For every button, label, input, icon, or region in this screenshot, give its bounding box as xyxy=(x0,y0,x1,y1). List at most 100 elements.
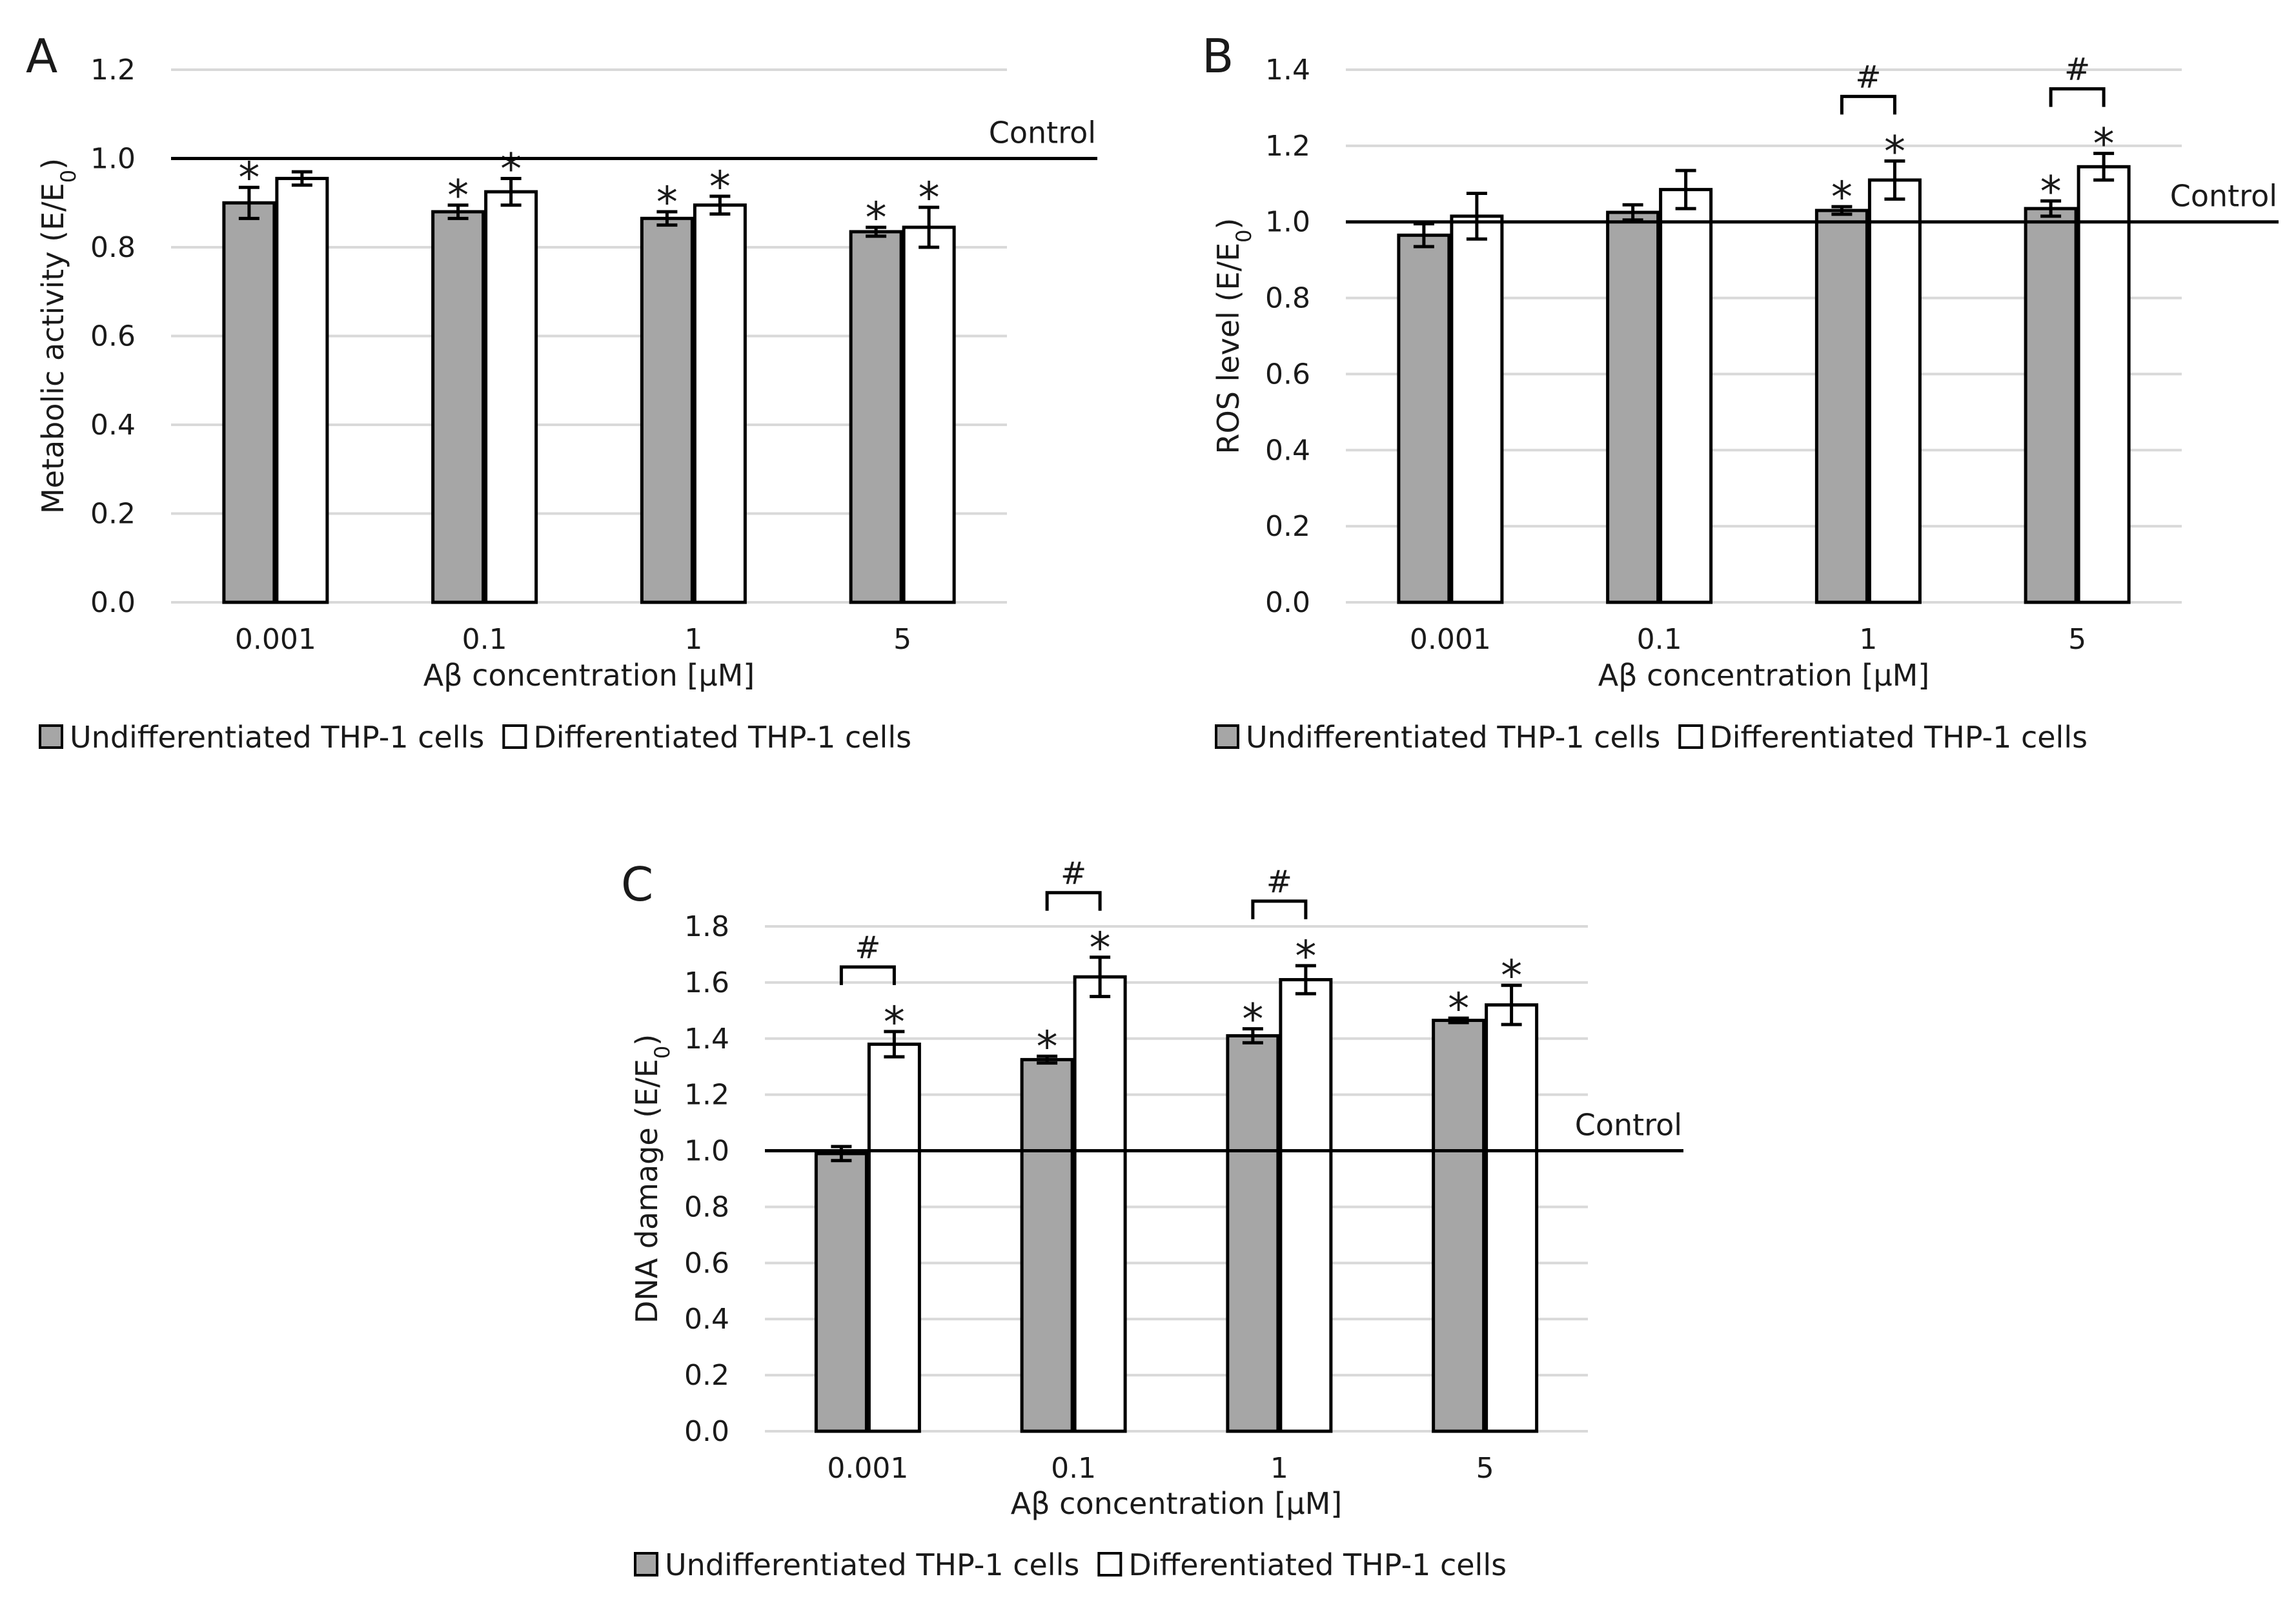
significance-star: * xyxy=(2093,119,2115,169)
y-tick-label: 0.6 xyxy=(1265,358,1310,391)
legend-label: Differentiated THP-1 cells xyxy=(533,720,911,755)
significance-star: * xyxy=(1884,127,1905,176)
bracket-label: # xyxy=(1855,59,1881,95)
legend-swatch-undifferentiated xyxy=(1215,724,1239,749)
panel-a-chart: 0.0 0.2 0.4 0.6 0.8 1.0 1.2 0.001 0.1 1 5 * * * * * * * Co… xyxy=(26,29,1097,755)
bar-differentiated xyxy=(1485,1003,1539,1433)
legend-label: Undifferentiated THP-1 cells xyxy=(70,720,484,755)
x-tick-label: 5 xyxy=(2068,623,2086,656)
bar-differentiated xyxy=(1279,978,1333,1433)
control-label: Control xyxy=(1575,1108,1682,1143)
x-tick-label: 0.001 xyxy=(1410,623,1491,656)
bar-differentiated xyxy=(902,225,956,604)
y-tick-label: 1.4 xyxy=(1265,54,1310,87)
significance-star: * xyxy=(1242,995,1263,1045)
x-tick-label: 0.1 xyxy=(1637,623,1682,656)
x-tick-label: 1 xyxy=(684,623,702,656)
bar-differentiated xyxy=(275,176,329,604)
legend-label: Undifferentiated THP-1 cells xyxy=(1246,720,1660,755)
bar-undifferentiated xyxy=(1606,210,1660,604)
bar-undifferentiated xyxy=(431,210,485,604)
panel-label: B xyxy=(1202,29,1234,83)
y-tick-label: 0.8 xyxy=(684,1190,729,1223)
bar-differentiated xyxy=(693,203,747,604)
x-tick-label: 1 xyxy=(1270,1452,1288,1485)
y-tick-label: 0.8 xyxy=(90,231,136,264)
y-tick-label: 0.2 xyxy=(90,498,136,531)
significance-star: * xyxy=(238,153,259,203)
x-tick-label: 0.1 xyxy=(1051,1452,1096,1485)
y-tick-label: 1.2 xyxy=(684,1079,729,1112)
x-tick-label: 0.001 xyxy=(235,623,316,656)
significance-bracket xyxy=(1045,891,1102,911)
panel-label: A xyxy=(26,29,57,83)
bar-undifferentiated xyxy=(1020,1057,1074,1433)
legend-swatch-undifferentiated xyxy=(634,1552,658,1576)
x-axis-label: Aβ concentration [μM] xyxy=(1598,658,1930,693)
panel-c-chart: 0.0 0.2 0.4 0.6 0.8 1.0 1.2 1.4 1.6 1.8 0.001 0.1 1 5… xyxy=(621,855,1683,1582)
y-axis-label: Metabolic activity (E/E0) xyxy=(36,158,81,514)
panel-label: C xyxy=(621,857,653,912)
y-axis-label: ROS level (E/E0) xyxy=(1211,218,1256,454)
significance-star: * xyxy=(709,162,731,212)
legend-swatch-differentiated xyxy=(1097,1552,1123,1576)
significance-star: * xyxy=(656,178,678,227)
significance-star: * xyxy=(500,144,522,194)
y-tick-label: 1.2 xyxy=(90,54,136,87)
y-tick-label: 1.2 xyxy=(1265,130,1310,163)
bracket-label: # xyxy=(1266,864,1292,900)
y-tick-label: 1.6 xyxy=(684,966,729,999)
y-tick-label: 0.8 xyxy=(1265,282,1310,315)
x-axis-label: Aβ concentration [μM] xyxy=(1011,1486,1343,1521)
y-tick-label: 0.6 xyxy=(90,320,136,353)
y-tick-label: 0.2 xyxy=(684,1359,729,1392)
x-tick-label: 0.001 xyxy=(827,1452,908,1485)
x-tick-label: 5 xyxy=(1476,1452,1494,1485)
bracket-label: # xyxy=(2064,52,2090,88)
significance-bracket xyxy=(1251,899,1308,919)
bar-undifferentiated xyxy=(1814,209,1869,604)
significance-bracket xyxy=(2049,87,2106,107)
x-tick-label: 0.1 xyxy=(462,623,507,656)
significance-star: * xyxy=(884,997,905,1047)
bar-undifferentiated xyxy=(814,1152,868,1433)
bracket-label: # xyxy=(855,930,880,966)
y-tick-label: 0.4 xyxy=(90,409,136,442)
significance-bracket xyxy=(1840,94,1896,115)
significance-star: * xyxy=(1448,984,1469,1034)
legend-swatch-differentiated xyxy=(502,724,527,749)
significance-star: * xyxy=(1831,172,1853,222)
y-tick-label: 1.0 xyxy=(684,1135,729,1168)
bracket-label: # xyxy=(1061,855,1086,892)
y-tick-label: 0.0 xyxy=(1265,586,1310,619)
y-tick-label: 0.4 xyxy=(1265,434,1310,467)
bar-undifferentiated xyxy=(849,230,903,604)
legend-label: Differentiated THP-1 cells xyxy=(1709,720,2088,755)
bar-undifferentiated xyxy=(640,216,694,604)
bar-differentiated xyxy=(2077,165,2131,604)
bar-differentiated xyxy=(867,1042,921,1433)
x-axis-label: Aβ concentration [μM] xyxy=(423,658,755,693)
significance-star: * xyxy=(866,193,887,243)
significance-bracket xyxy=(839,965,896,985)
legend-label: Undifferentiated THP-1 cells xyxy=(665,1547,1079,1582)
significance-star: * xyxy=(1037,1022,1058,1072)
x-tick-label: 1 xyxy=(1859,623,1877,656)
y-tick-label: 1.0 xyxy=(90,143,136,176)
legend-swatch-undifferentiated xyxy=(39,724,63,749)
y-tick-label: 0.2 xyxy=(1265,510,1310,543)
y-tick-label: 0.4 xyxy=(684,1303,729,1336)
x-tick-label: 5 xyxy=(893,623,911,656)
significance-star: * xyxy=(447,171,469,221)
bar-undifferentiated xyxy=(1226,1034,1280,1433)
control-label: Control xyxy=(989,116,1096,150)
bar-undifferentiated xyxy=(1432,1019,1486,1433)
bar-differentiated xyxy=(1073,975,1127,1433)
bar-undifferentiated xyxy=(222,201,276,604)
bar-differentiated xyxy=(1450,214,1504,604)
bar-differentiated xyxy=(1659,188,1713,604)
significance-star: * xyxy=(1090,923,1111,973)
bar-differentiated xyxy=(1867,178,1922,604)
significance-star: * xyxy=(1295,932,1316,981)
